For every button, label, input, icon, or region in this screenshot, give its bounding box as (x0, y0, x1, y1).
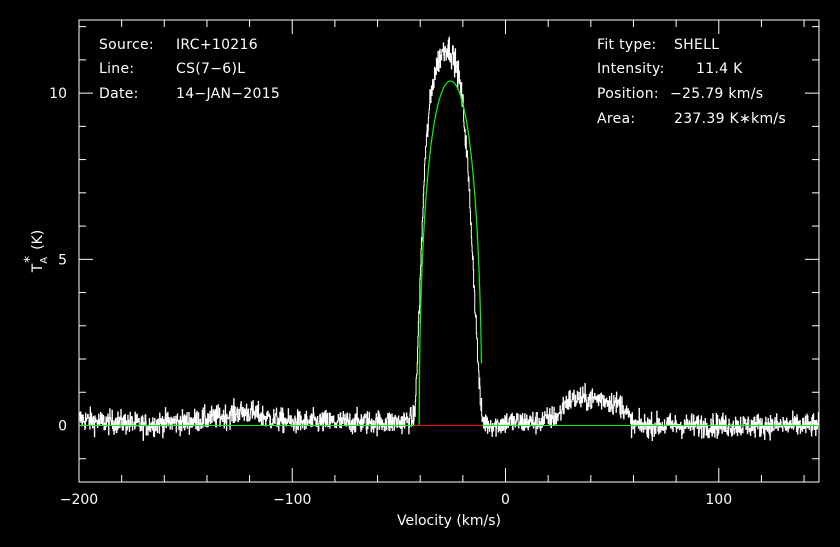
annotation-date-value: 14−JAN−2015 (176, 86, 281, 102)
annotation-area-key: Area: (597, 111, 636, 127)
y-axis-label: TA* (K) (22, 230, 50, 274)
y-tick-label: 0 (58, 418, 67, 434)
annotation-fit-type-key: Fit type: (597, 37, 657, 53)
annotation-source-key: Source: (99, 37, 154, 53)
x-tick-label: 100 (705, 492, 732, 508)
shell-fit-line (418, 80, 483, 426)
y-axis-label-sub: A (39, 257, 50, 264)
y-axis-label-unit: (K) (30, 230, 46, 250)
y-tick-label: 10 (49, 86, 67, 102)
annotation-line-value: CS(7−6)L (176, 61, 246, 77)
y-tick-label: 5 (58, 252, 67, 268)
annotation-fit-type-value: SHELL (674, 37, 720, 53)
y-axis-label-sup: * (22, 256, 38, 263)
spectrum-line (79, 36, 819, 441)
x-tick-label: −100 (273, 492, 311, 508)
x-tick-label: −200 (60, 492, 98, 508)
annotation-line-key: Line: (99, 61, 135, 77)
x-axis-label: Velocity (km/s) (397, 513, 501, 529)
plot-frame (78, 19, 820, 483)
annotation-source-value: IRC+10216 (176, 37, 258, 53)
x-tick-label: 0 (501, 492, 510, 508)
y-axis-label-base: T (30, 263, 46, 273)
tick-marks (78, 20, 819, 482)
annotation-date-key: Date: (99, 86, 139, 102)
tick-labels: 0 5 10 −200 −100 0 100 (49, 86, 732, 508)
annotation-position-key: Position: (597, 86, 659, 102)
annotation-intensity-value: 11.4 K (696, 61, 743, 77)
annotation-position-value: −25.79 km/s (670, 86, 764, 102)
series-layer (79, 36, 819, 441)
annotation-area-value: 237.39 K∗km/s (674, 111, 787, 127)
annotation-intensity-key: Intensity: (597, 61, 665, 77)
